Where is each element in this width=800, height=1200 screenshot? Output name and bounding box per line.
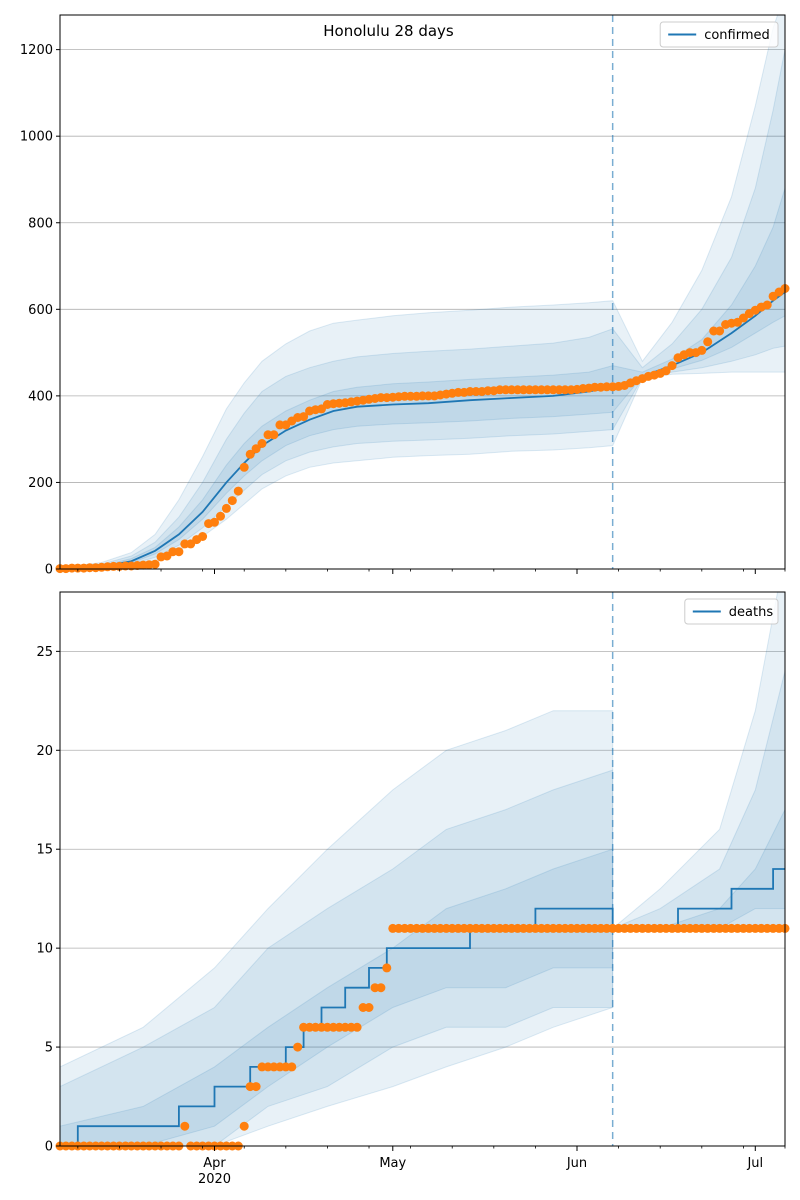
legend-label-confirmed: confirmed [704, 28, 770, 43]
observed-point [245, 449, 255, 459]
observed-point [667, 361, 677, 371]
observed-point [762, 300, 772, 310]
y-tick-label: 1200 [20, 43, 53, 58]
x-tick-label: Jul [746, 1156, 763, 1171]
y-tick-label: 1000 [20, 130, 53, 145]
observed-point [239, 1121, 249, 1131]
legend-label-deaths: deaths [729, 605, 774, 620]
confidence-band-2 [60, 670, 785, 1146]
median-line [60, 291, 785, 569]
observed-point [376, 983, 386, 993]
observed-point [352, 1022, 362, 1032]
confirmed-y-axis: 0 200 400 600 800 1000 1200 [20, 43, 60, 578]
observed-point [150, 559, 160, 569]
observed-point [661, 366, 671, 376]
x-tick-label: May [379, 1156, 406, 1171]
y-tick-label: 25 [36, 645, 53, 660]
deaths-axes-frame [59, 591, 786, 1147]
deaths-median-line [60, 868, 785, 1146]
chart-title: Honolulu 28 days [323, 22, 454, 40]
confidence-band-1 [60, 15, 785, 569]
observed-point [251, 1082, 261, 1092]
deaths-y-axis: 0 5 10 15 20 25 [36, 645, 60, 1155]
observed-point [364, 1003, 374, 1012]
confidence-band-2 [60, 49, 785, 569]
y-tick-label: 400 [28, 389, 53, 404]
deaths-confidence-bands [60, 592, 785, 1146]
observed-point [251, 444, 261, 454]
observed-point [715, 326, 725, 336]
y-tick-label: 0 [45, 1140, 53, 1155]
confidence-band-3 [60, 187, 785, 569]
confidence-band-1 [60, 592, 785, 1146]
median-line [60, 868, 785, 1146]
x-tick-label: Jun [566, 1156, 587, 1171]
confirmed-x-axis [77, 569, 786, 574]
y-tick-label: 15 [36, 843, 53, 858]
x-tick-label: 2020 [198, 1172, 231, 1187]
legend-box [684, 598, 779, 625]
observed-point [287, 1062, 297, 1072]
observed-point [293, 1042, 303, 1052]
y-tick-label: 10 [36, 942, 53, 957]
y-tick-label: 200 [28, 476, 53, 491]
observed-point [299, 412, 309, 422]
confirmed-panel: 0 200 400 600 800 1000 1200 Honolulu 28 days c… [20, 14, 790, 578]
observed-point [174, 547, 184, 557]
y-tick-label: 5 [45, 1041, 53, 1056]
y-tick-label: 600 [28, 303, 53, 318]
x-tick-label: Apr [203, 1156, 226, 1171]
y-tick-label: 20 [36, 744, 53, 759]
observed-point [180, 1121, 190, 1131]
confirmed-observed-points [55, 284, 790, 574]
confirmed-legend: confirmed [659, 21, 779, 48]
confirmed-axes-frame [59, 14, 786, 570]
confirmed-median-line [60, 291, 785, 569]
deaths-legend: deaths [684, 598, 779, 625]
observed-point [210, 517, 219, 527]
observed-point [257, 439, 267, 448]
observed-point [221, 503, 231, 513]
deaths-observed-points [55, 923, 790, 1151]
legend-box [659, 21, 779, 48]
observed-point [269, 430, 279, 440]
observed-point [233, 486, 243, 496]
confirmed-confidence-bands [60, 15, 785, 569]
observed-point [239, 462, 249, 472]
observed-point [697, 345, 707, 355]
y-tick-label: 0 [45, 563, 53, 578]
observed-point [198, 532, 208, 541]
y-tick-label: 800 [28, 216, 53, 231]
observed-point [382, 963, 392, 973]
observed-point [216, 511, 225, 521]
observed-point [703, 337, 713, 347]
observed-point [227, 496, 237, 506]
